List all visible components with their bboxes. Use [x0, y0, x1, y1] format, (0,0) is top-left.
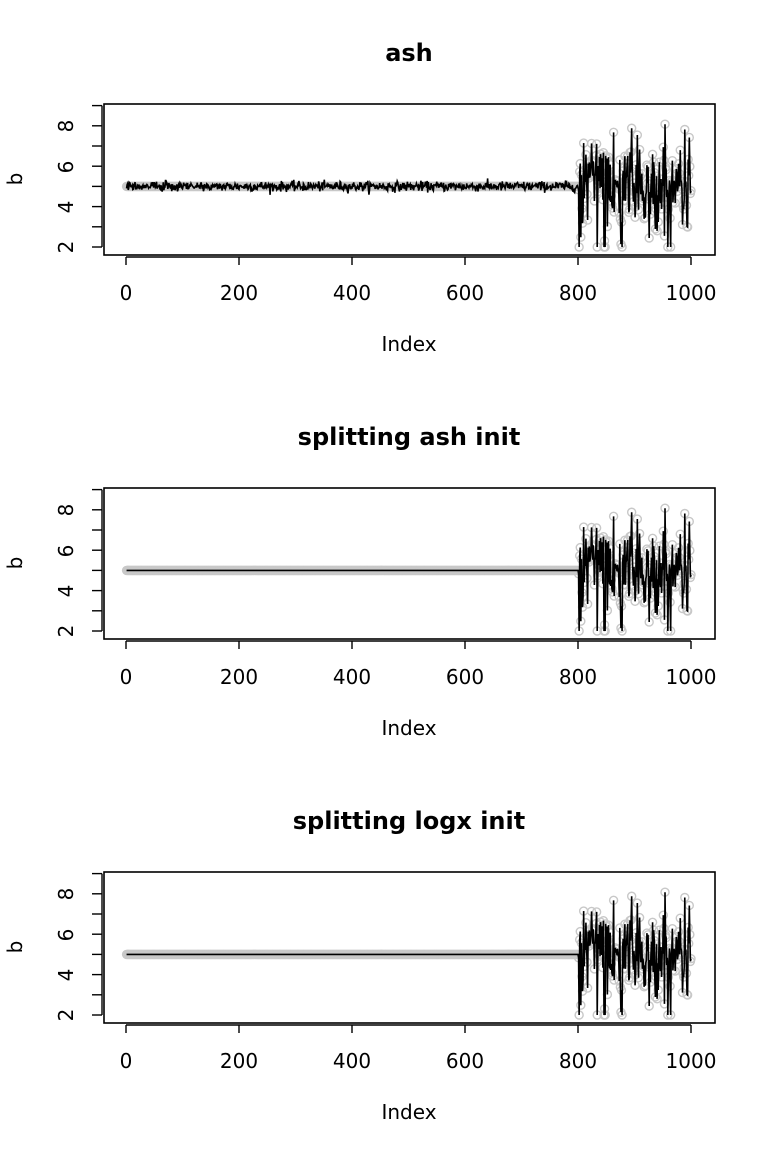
panel-1-x-ticks: 0 200 400 600 800 1000 — [120, 281, 717, 305]
plot-frame — [103, 871, 716, 1024]
y-tick-label: 4 — [54, 201, 78, 214]
y-tick-label: 6 — [54, 161, 78, 174]
x-tick-label: 200 — [220, 281, 258, 305]
y-tick-label: 6 — [54, 545, 78, 558]
y-tick-label: 2 — [54, 625, 78, 638]
x-tick-label: 200 — [220, 665, 258, 689]
y-tick-label: 8 — [54, 504, 78, 517]
panel-1: ash Index b 0 200 400 600 800 1000 2 4 6… — [3, 39, 716, 356]
x-tick-label: 800 — [559, 1049, 597, 1073]
x-tick-label: 1000 — [666, 281, 717, 305]
x-tick-label: 400 — [333, 665, 371, 689]
panel-2-y-ticks: 2 4 6 8 — [54, 504, 78, 638]
panel-1-xlabel: Index — [381, 332, 436, 356]
y-tick-label: 4 — [54, 585, 78, 598]
panel-3: splitting logx init Index b 0 200 400 60… — [3, 807, 716, 1124]
x-tick-label: 400 — [333, 281, 371, 305]
panel-2-xlabel: Index — [381, 716, 436, 740]
panel-1-ylabel: b — [3, 173, 27, 186]
y-tick-label: 4 — [54, 969, 78, 982]
x-tick-label: 600 — [446, 281, 484, 305]
fitted-line — [125, 124, 692, 248]
x-tick-label: 600 — [446, 665, 484, 689]
x-tick-label: 600 — [446, 1049, 484, 1073]
panel-3-xlabel: Index — [381, 1100, 436, 1124]
x-tick-label: 1000 — [666, 665, 717, 689]
panel-2: splitting ash init Index b 0 200 400 600… — [3, 423, 716, 740]
y-tick-label: 8 — [54, 888, 78, 901]
x-tick-label: 800 — [559, 281, 597, 305]
panel-3-y-ticks: 2 4 6 8 — [54, 888, 78, 1022]
x-tick-label: 0 — [120, 665, 133, 689]
panel-2-ylabel: b — [3, 557, 27, 570]
y-tick-label: 8 — [54, 120, 78, 133]
panel-3-x-ticks: 0 200 400 600 800 1000 — [120, 1049, 717, 1073]
panel-3-title: splitting logx init — [293, 807, 525, 835]
panel-2-plot-area — [92, 487, 716, 649]
panel-1-y-ticks: 2 4 6 8 — [54, 120, 78, 254]
plot-frame — [103, 487, 716, 640]
x-tick-label: 0 — [120, 281, 133, 305]
y-tick-label: 2 — [54, 1009, 78, 1022]
x-tick-label: 0 — [120, 1049, 133, 1073]
plot-frame — [103, 103, 716, 256]
panel-2-title: splitting ash init — [298, 423, 521, 451]
panel-2-x-ticks: 0 200 400 600 800 1000 — [120, 665, 717, 689]
panel-3-plot-area — [92, 871, 716, 1033]
panel-3-ylabel: b — [3, 941, 27, 954]
x-tick-label: 200 — [220, 1049, 258, 1073]
x-tick-label: 800 — [559, 665, 597, 689]
fitted-line — [126, 508, 692, 632]
x-tick-label: 1000 — [666, 1049, 717, 1073]
y-tick-label: 2 — [54, 241, 78, 254]
panel-1-title: ash — [385, 39, 433, 67]
panel-1-plot-area — [92, 103, 716, 265]
y-tick-label: 6 — [54, 929, 78, 942]
fitted-line — [126, 892, 692, 1016]
x-tick-label: 400 — [333, 1049, 371, 1073]
